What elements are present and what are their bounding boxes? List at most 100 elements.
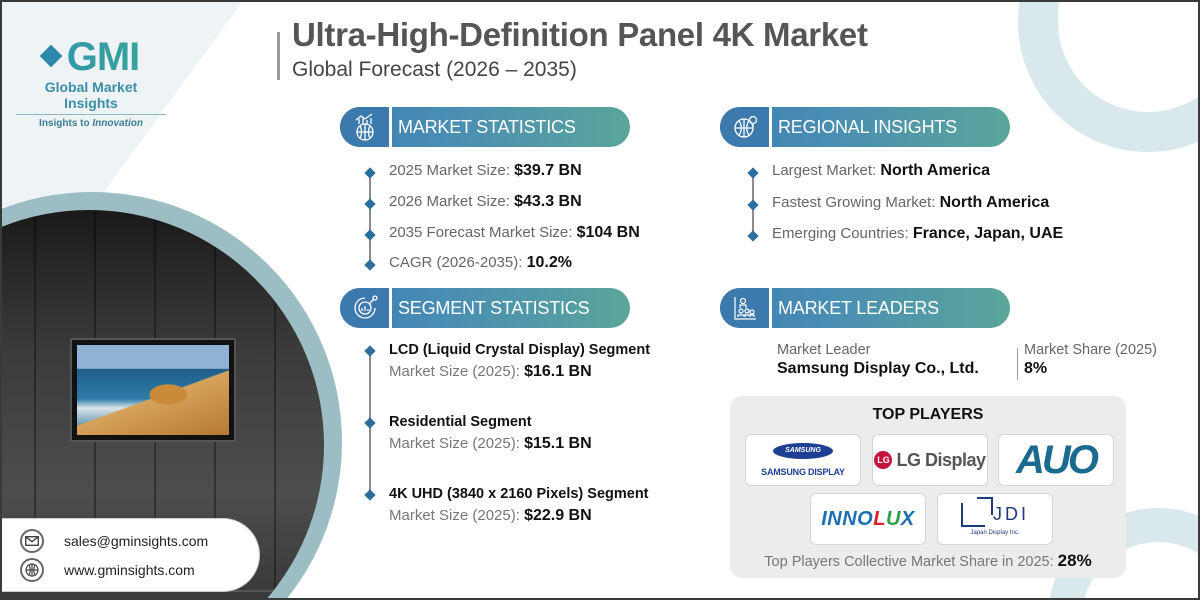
logo-mark-text: GMI (66, 35, 140, 79)
market-statistics-list: 2025 Market Size: $39.7 BN 2026 Market S… (364, 162, 640, 284)
innolux-logo: INNOLUX (810, 493, 926, 545)
stat-2035-forecast: 2035 Forecast Market Size: $104 BN (364, 224, 640, 254)
segment-residential: Residential Segment Market Size (2025): … (364, 414, 650, 486)
segment-value: $15.1 BN (524, 435, 592, 452)
segment-chart-icon (340, 288, 392, 328)
stat-value: $104 BN (576, 224, 640, 241)
logo-mark: GMI (16, 37, 166, 77)
contact-email-row: sales@gminsights.com (20, 529, 208, 553)
chart-globe-icon (340, 107, 392, 147)
region-value: North America (939, 194, 1050, 211)
globe-icon (20, 558, 44, 582)
top-players-share-label: Top Players Collective Market Share in 2… (764, 554, 1058, 570)
contact-card: sales@gminsights.com www.gminsights.com (2, 518, 260, 592)
stat-cagr: CAGR (2026-2035): 10.2% (364, 254, 640, 284)
contact-website-link[interactable]: www.gminsights.com (64, 562, 195, 578)
market-share-value: 8% (1024, 360, 1048, 377)
segment-value: $16.1 BN (524, 363, 592, 380)
tv-screen-coastline (77, 345, 229, 435)
market-leaders-title: MARKET LEADERS (778, 298, 939, 318)
segment-name: 4K UHD (3840 x 2160 Pixels) Segment (389, 486, 649, 502)
segment-statistics-title: SEGMENT STATISTICS (398, 298, 590, 318)
jdi-mark-icon (961, 496, 993, 527)
jdi-logo: JDI Japan Display Inc. (937, 493, 1053, 545)
gmi-logo: GMI Global Market Insights Insights to I… (16, 37, 166, 129)
market-share-block: Market Share (2025) 8% (1024, 342, 1157, 378)
samsung-display-text: SAMSUNG DISPLAY (761, 467, 845, 477)
top-players-title: TOP PLAYERS (872, 406, 984, 423)
market-leader-block: Market Leader Samsung Display Co., Ltd. (777, 342, 979, 378)
leader-divider (1017, 348, 1018, 380)
stat-label: 2035 Forecast Market Size: (389, 224, 577, 241)
market-leader-name: Samsung Display Co., Ltd. (777, 360, 979, 377)
diamond-icon (39, 44, 63, 68)
region-emerging: Emerging Countries: France, Japan, UAE (747, 225, 1063, 255)
stat-value: $43.3 BN (514, 193, 582, 210)
market-share-label: Market Share (2025) (1024, 342, 1157, 358)
page-title: Ultra-High-Definition Panel 4K Market (292, 16, 868, 53)
innolux-part: INNO (821, 507, 874, 530)
segment-name: LCD (Liquid Crystal Display) Segment (389, 342, 651, 358)
regional-insights-title: REGIONAL INSIGHTS (778, 117, 957, 137)
region-value: North America (880, 162, 991, 179)
stat-label: 2026 Market Size: (389, 193, 515, 210)
segment-label: Market Size (2025): (389, 435, 525, 452)
jdi-subtext: Japan Display Inc. (970, 529, 1020, 536)
auo-logo: AUO (998, 434, 1114, 486)
leaders-chart-icon (720, 288, 772, 328)
tagline-prefix: Insights to (39, 118, 93, 129)
region-label: Largest Market: (772, 162, 881, 179)
region-label: Fastest Growing Market: (772, 194, 940, 211)
segment-label: Market Size (2025): (389, 507, 525, 524)
top-players-panel: TOP PLAYERS SAMSUNG SAMSUNG DISPLAY LG L… (730, 396, 1126, 578)
region-label: Emerging Countries: (772, 225, 913, 242)
segment-value-row: Market Size (2025): $22.9 BN (389, 507, 650, 525)
stat-label: CAGR (2026-2035): (389, 254, 527, 271)
segment-statistics-header: SEGMENT STATISTICS (340, 288, 630, 328)
globe-pin-icon (720, 107, 772, 147)
jdi-text: JDI (993, 504, 1029, 524)
stat-value: 10.2% (526, 254, 572, 271)
innolux-part: L (873, 507, 886, 530)
stat-value: $39.7 BN (514, 162, 582, 179)
samsung-display-logo: SAMSUNG SAMSUNG DISPLAY (745, 434, 861, 486)
lg-wrap: LG LG Display (874, 449, 986, 471)
logo-tagline: Insights to Innovation (16, 118, 166, 129)
email-icon (20, 529, 44, 553)
contact-email-link[interactable]: sales@gminsights.com (64, 533, 209, 549)
stat-label: 2025 Market Size: (389, 162, 515, 179)
auo-text: AUO (1016, 437, 1099, 482)
innolux-text: INNOLUX (821, 508, 915, 531)
market-leader-label: Market Leader (777, 342, 871, 358)
contact-website-row: www.gminsights.com (20, 558, 195, 582)
region-largest: Largest Market: North America (747, 162, 1063, 194)
lg-display-logo: LG LG Display (872, 434, 988, 486)
region-fastest: Fastest Growing Market: North America (747, 194, 1063, 225)
jdi-wrap: JDI (961, 496, 1029, 527)
segment-label: Market Size (2025): (389, 363, 525, 380)
logo-divider (16, 114, 166, 115)
market-statistics-header: MARKET STATISTICS (340, 107, 630, 147)
stat-2026-size: 2026 Market Size: $43.3 BN (364, 193, 640, 224)
innolux-part: X (900, 507, 915, 530)
top-players-share-value: 28% (1057, 551, 1092, 570)
stat-2025-size: 2025 Market Size: $39.7 BN (364, 162, 640, 193)
logo-name: Global Market Insights (44, 79, 138, 111)
market-statistics-title: MARKET STATISTICS (398, 117, 576, 137)
innolux-part: U (885, 507, 901, 530)
page-subtitle: Global Forecast (2026 – 2035) (292, 58, 577, 81)
top-players-share: Top Players Collective Market Share in 2… (730, 551, 1126, 571)
segment-statistics-list: LCD (Liquid Crystal Display) Segment Mar… (364, 342, 650, 536)
lg-mark-icon: LG (874, 451, 893, 469)
tagline-emphasis: Innovation (92, 118, 143, 129)
wall-mounted-tv (70, 338, 236, 442)
region-value: France, Japan, UAE (912, 225, 1064, 242)
segment-4k-uhd: 4K UHD (3840 x 2160 Pixels) Segment Mark… (364, 486, 650, 536)
segment-lcd: LCD (Liquid Crystal Display) Segment Mar… (364, 342, 650, 414)
regional-insights-list: Largest Market: North America Fastest Gr… (747, 162, 1063, 255)
regional-insights-header: REGIONAL INSIGHTS (720, 107, 1010, 147)
segment-value-row: Market Size (2025): $15.1 BN (389, 435, 650, 453)
segment-value: $22.9 BN (524, 507, 592, 524)
lg-display-text: LG Display (896, 449, 986, 470)
